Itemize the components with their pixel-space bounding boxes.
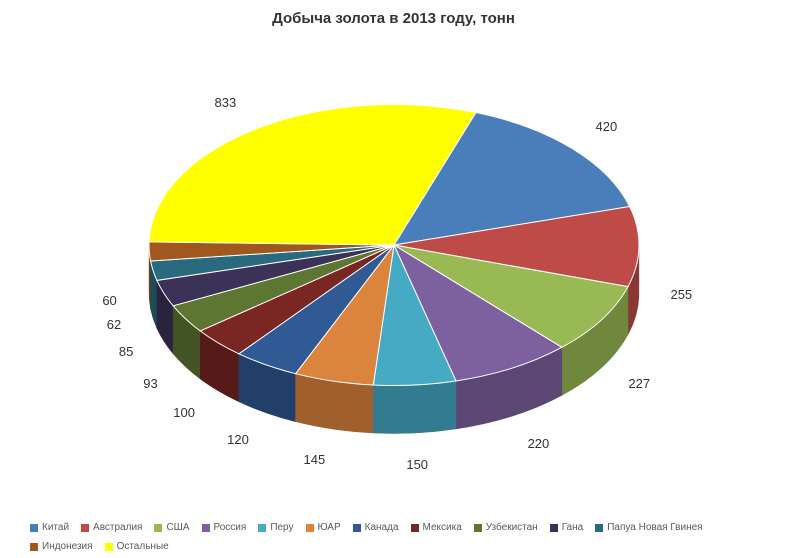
legend-swatch: [474, 524, 482, 532]
data-label: 227: [628, 376, 650, 391]
legend-swatch: [154, 524, 162, 532]
legend: Китай Австралия США Россия Перу ЮАР Канада Мекс…: [30, 522, 757, 552]
legend-item: Индонезия: [30, 541, 93, 552]
data-label: 150: [406, 457, 428, 472]
legend-item: Австралия: [81, 522, 142, 533]
legend-item: Мексика: [411, 522, 462, 533]
legend-label: Индонезия: [42, 541, 93, 552]
data-label: 220: [528, 436, 550, 451]
legend-swatch: [353, 524, 361, 532]
legend-label: США: [166, 522, 189, 533]
legend-item: Гана: [550, 522, 584, 533]
data-label: 62: [107, 317, 121, 332]
pie-wrapper: 42025522722015014512010093856260833: [119, 45, 669, 485]
legend-swatch: [81, 524, 89, 532]
legend-swatch: [30, 543, 38, 551]
legend-swatch: [306, 524, 314, 532]
pie-svg: [119, 45, 669, 485]
legend-item: Россия: [202, 522, 247, 533]
legend-label: ЮАР: [318, 522, 341, 533]
data-label: 120: [227, 432, 249, 447]
legend-label: Австралия: [93, 522, 142, 533]
legend-item: Канада: [353, 522, 399, 533]
pie-top: [149, 104, 639, 385]
legend-label: Канада: [365, 522, 399, 533]
data-label: 255: [670, 287, 692, 302]
data-label: 145: [304, 452, 326, 467]
legend-item: Китай: [30, 522, 69, 533]
legend-item: США: [154, 522, 189, 533]
legend-swatch: [550, 524, 558, 532]
legend-item: Узбекистан: [474, 522, 538, 533]
data-label: 420: [595, 119, 617, 134]
chart-title: Добыча золота в 2013 году, тонн: [0, 10, 787, 27]
legend-item: Остальные: [105, 541, 169, 552]
data-label: 93: [143, 376, 157, 391]
data-label: 60: [102, 293, 116, 308]
data-label: 85: [119, 344, 133, 359]
legend-label: Остальные: [117, 541, 169, 552]
legend-label: Папуа Новая Гвинея: [607, 522, 702, 533]
legend-label: Россия: [214, 522, 247, 533]
legend-swatch: [258, 524, 266, 532]
pie-side: [373, 381, 456, 434]
legend-swatch: [105, 543, 113, 551]
chart-container: Добыча золота в 2013 году, тонн 420 255 22…: [0, 0, 787, 558]
data-label: 100: [173, 405, 195, 420]
legend-swatch: [411, 524, 419, 532]
legend-label: Китай: [42, 522, 69, 533]
legend-label: Узбекистан: [486, 522, 538, 533]
legend-item: Папуа Новая Гвинея: [595, 522, 702, 533]
legend-swatch: [30, 524, 38, 532]
data-label: 833: [214, 95, 236, 110]
legend-label: Мексика: [423, 522, 462, 533]
legend-label: Гана: [562, 522, 584, 533]
legend-item: Перу: [258, 522, 293, 533]
legend-swatch: [202, 524, 210, 532]
legend-swatch: [595, 524, 603, 532]
legend-item: ЮАР: [306, 522, 341, 533]
legend-label: Перу: [270, 522, 293, 533]
